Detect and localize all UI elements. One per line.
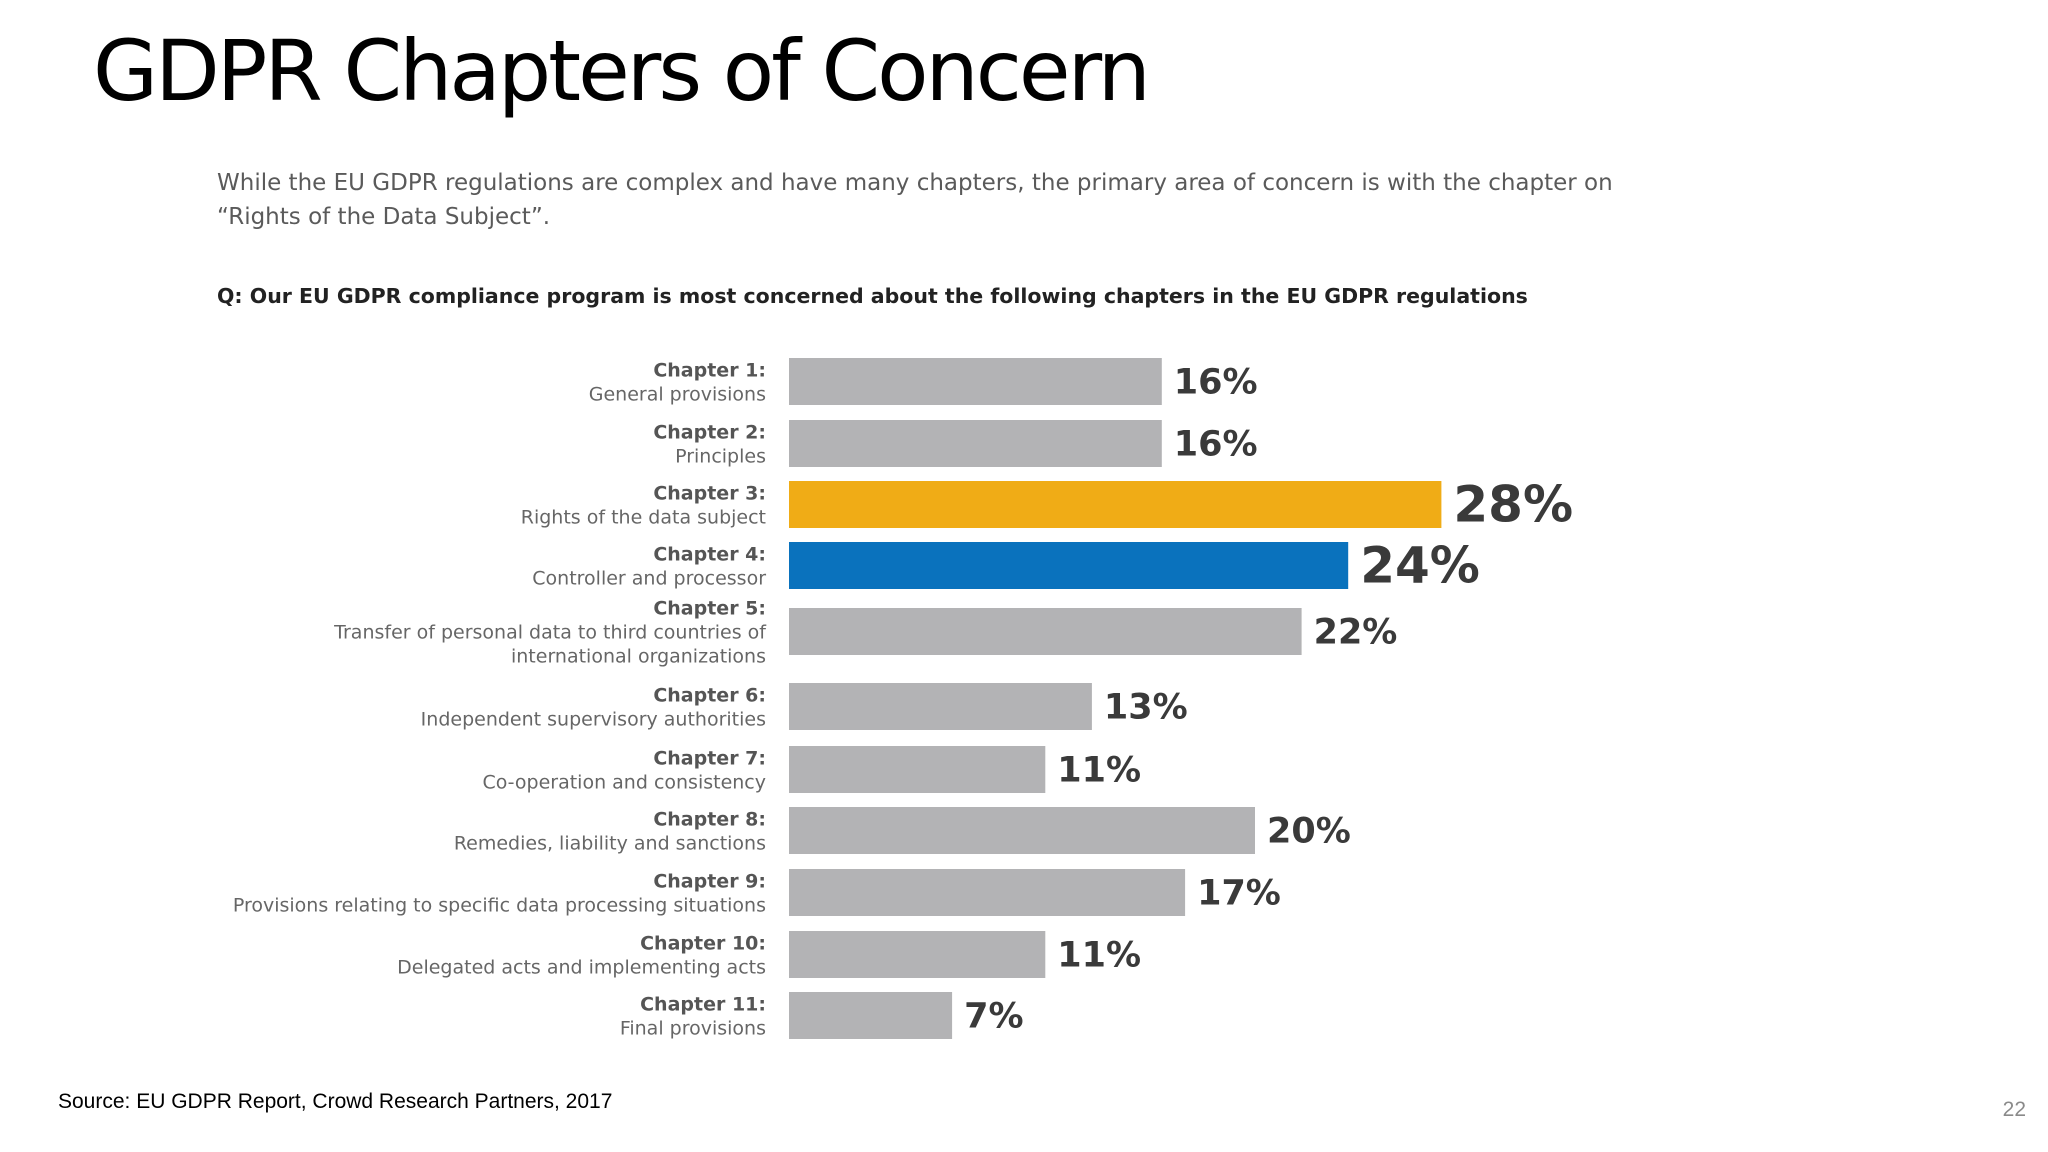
value-label: 24% [1360, 537, 1480, 595]
bar [789, 931, 1046, 978]
category-description: General provisions [589, 384, 766, 406]
category-title: Chapter 8: [653, 809, 766, 831]
bar [789, 992, 953, 1039]
category-title: Chapter 5: [653, 598, 766, 620]
value-label: 20% [1267, 812, 1351, 852]
category-description: Transfer of personal data to third count… [333, 622, 767, 644]
category-description: Controller and processor [532, 568, 766, 590]
category-title: Chapter 4: [653, 544, 766, 566]
category-title: Chapter 6: [653, 685, 766, 707]
category-title: Chapter 7: [653, 748, 766, 770]
bar [789, 683, 1092, 730]
category-description: Co-operation and consistency [482, 772, 766, 794]
category-description: Provisions relating to specific data pro… [233, 895, 766, 917]
category-title: Chapter 1: [653, 360, 766, 382]
intro-text: While the EU GDPR regulations are comple… [217, 170, 1613, 230]
source-note: Source: EU GDPR Report, Crowd Research P… [58, 1090, 613, 1113]
category-description: Final provisions [620, 1018, 766, 1040]
category-description: Independent supervisory authorities [421, 709, 766, 731]
category-title: Chapter 9: [653, 871, 766, 893]
bar [789, 608, 1302, 655]
value-label: 7% [964, 997, 1023, 1037]
bar [789, 746, 1046, 793]
bar [789, 807, 1255, 854]
value-label: 28% [1453, 476, 1573, 534]
category-description: Remedies, liability and sanctions [454, 833, 766, 855]
category-description: Delegated acts and implementing acts [397, 957, 766, 979]
category-title: Chapter 10: [640, 933, 766, 955]
bar [789, 542, 1349, 589]
category-title: Chapter 3: [653, 483, 766, 505]
bar [789, 869, 1186, 916]
category-description: Rights of the data subject [521, 507, 766, 529]
value-label: 16% [1174, 425, 1258, 465]
value-label: 16% [1174, 363, 1258, 403]
bar [789, 481, 1442, 528]
value-label: 11% [1057, 936, 1141, 976]
category-description: Principles [675, 446, 766, 468]
category-title: Chapter 2: [653, 422, 766, 444]
value-label: 22% [1314, 613, 1398, 653]
slide-title: GDPR Chapters of Concern [93, 22, 1151, 120]
survey-question: Q: Our EU GDPR compliance program is mos… [217, 284, 1528, 308]
value-label: 17% [1197, 874, 1281, 914]
bar [789, 420, 1162, 467]
category-title: Chapter 11: [640, 994, 766, 1016]
bar [789, 358, 1162, 405]
value-label: 11% [1057, 751, 1141, 791]
category-description: international organizations [511, 646, 766, 668]
value-label: 13% [1104, 688, 1188, 728]
page-number: 22 [2002, 1098, 2026, 1121]
